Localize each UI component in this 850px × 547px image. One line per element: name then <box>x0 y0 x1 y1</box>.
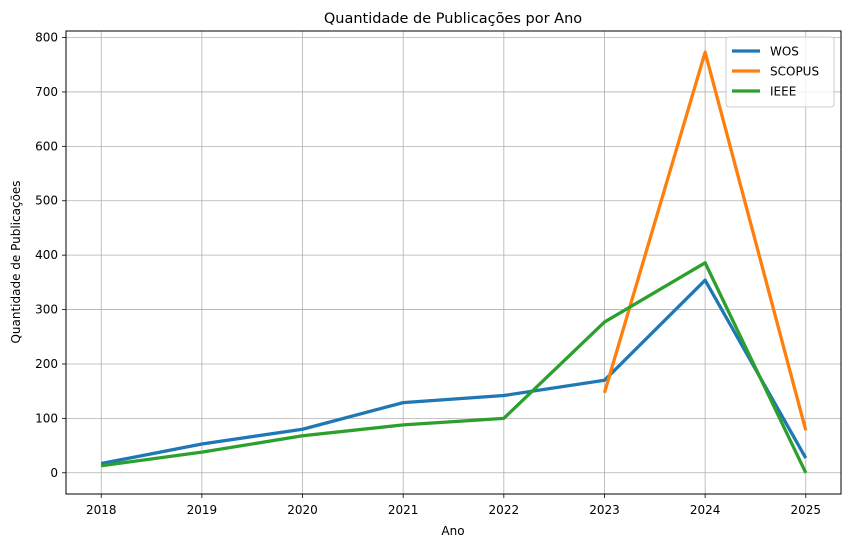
series-line-wos <box>100 278 808 466</box>
x-tick-label: 2018 <box>86 503 117 517</box>
x-tick-label: 2023 <box>589 503 620 517</box>
x-tick-label: 2019 <box>187 503 218 517</box>
y-tick-label: 100 <box>35 411 58 425</box>
y-tick-label: 600 <box>35 139 58 153</box>
grid-layer <box>66 31 841 494</box>
x-axis-label: Ano <box>441 524 464 538</box>
y-tick-label: 500 <box>35 194 58 208</box>
series-line-ieee <box>101 261 808 474</box>
y-axis-label: Quantidade de Publicações <box>9 180 23 343</box>
y-tick-label: 700 <box>35 85 58 99</box>
x-tick-label: 2025 <box>790 503 821 517</box>
tick-layer: 2018 2019 2020 2021 2022 2023 2024 2025 0 100 200 3… <box>35 31 821 517</box>
series-layer <box>100 50 808 474</box>
legend-label-wos: WOS <box>770 45 799 59</box>
y-tick-label: 200 <box>35 357 58 371</box>
x-tick-label: 2021 <box>388 503 419 517</box>
y-tick-label: 300 <box>35 303 58 317</box>
plot-background <box>66 31 841 494</box>
legend-label-scopus: SCOPUS <box>770 65 819 79</box>
series-line-scopus <box>602 50 808 431</box>
y-tick-label: 0 <box>50 466 58 480</box>
x-tick-label: 2024 <box>690 503 721 517</box>
x-tick-label: 2020 <box>287 503 318 517</box>
legend: WOS SCOPUS IEEE <box>725 36 835 108</box>
y-tick-label: 400 <box>35 248 58 262</box>
chart-title: Quantidade de Publicações por Ano <box>324 11 582 27</box>
legend-label-ieee: IEEE <box>770 85 796 99</box>
x-tick-label: 2022 <box>489 503 520 517</box>
plot-frame <box>65 30 842 495</box>
y-tick-label: 800 <box>35 31 58 45</box>
